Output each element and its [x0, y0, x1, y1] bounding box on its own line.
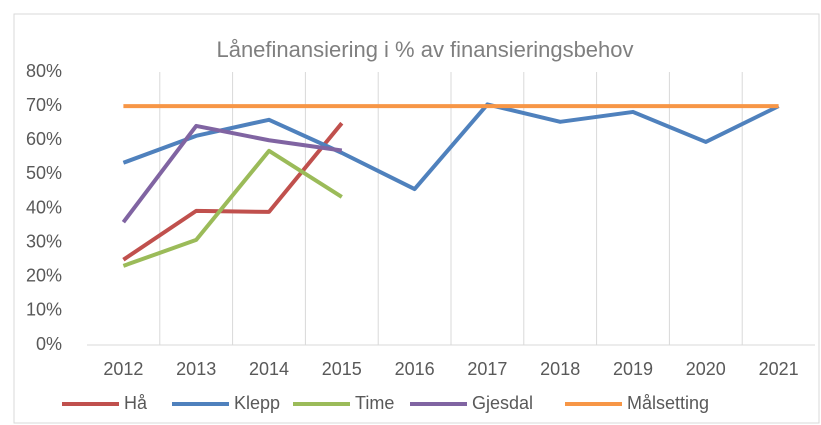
x-tick-label: 2017 [467, 359, 507, 379]
x-tick-label: 2019 [613, 359, 653, 379]
series-line [121, 123, 343, 224]
y-tick-label: 30% [26, 231, 62, 251]
x-tick-label: 2015 [322, 359, 362, 379]
legend-label: Hå [124, 393, 148, 413]
legend-label: Gjesdal [472, 393, 533, 413]
x-tick-label: 2014 [249, 359, 289, 379]
legend-label: Klepp [234, 393, 280, 413]
chart-frame [13, 13, 820, 424]
y-tick-label: 60% [26, 129, 62, 149]
y-tick-label: 20% [26, 266, 62, 286]
series-line [122, 102, 780, 192]
x-tick-label: 2013 [176, 359, 216, 379]
x-tick-label: 2016 [395, 359, 435, 379]
y-tick-label: 10% [26, 300, 62, 320]
x-tick-label: 2012 [103, 359, 143, 379]
legend-label: Målsetting [627, 393, 709, 413]
x-tick-label: 2021 [759, 359, 799, 379]
y-tick-label: 40% [26, 197, 62, 217]
y-tick-label: 0% [36, 334, 62, 354]
chart-title: Lånefinansiering i % av finansieringsbeh… [216, 37, 633, 62]
x-tick-label: 2020 [686, 359, 726, 379]
y-tick-label: 50% [26, 163, 62, 183]
x-tick-label: 2018 [540, 359, 580, 379]
series-line [122, 121, 344, 262]
series-line [122, 148, 343, 268]
legend-label: Time [355, 393, 394, 413]
y-tick-label: 80% [26, 61, 62, 81]
y-tick-label: 70% [26, 95, 62, 115]
